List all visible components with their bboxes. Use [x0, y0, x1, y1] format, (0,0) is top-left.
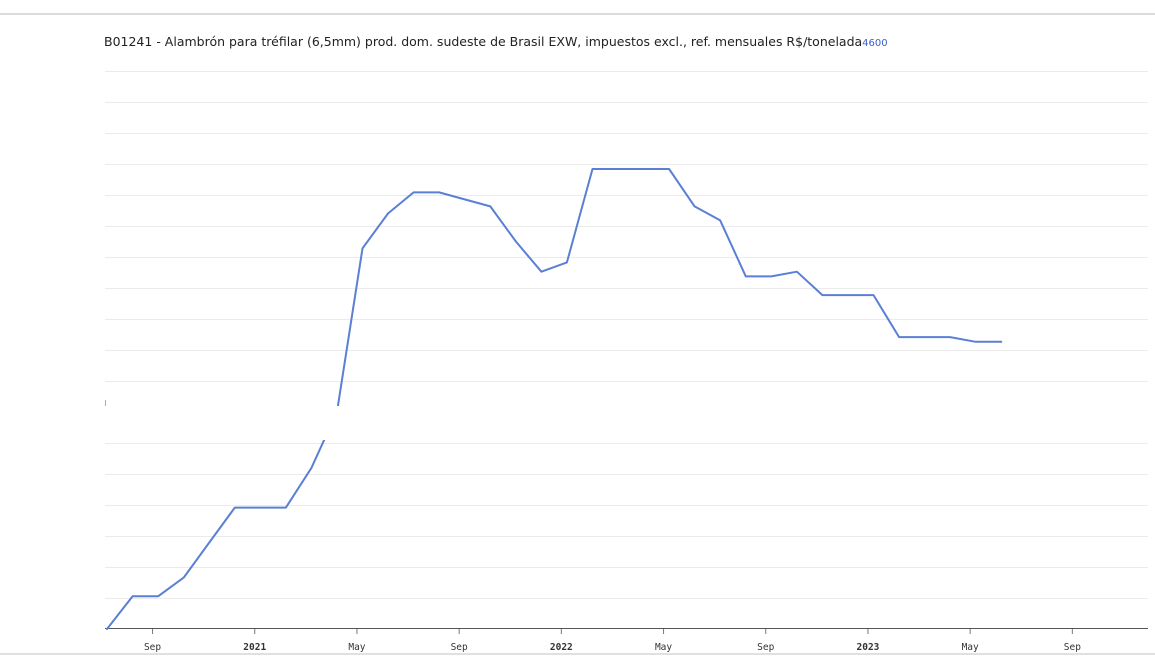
data-point [386, 211, 390, 215]
x-tick-layer: Sep 2021 May Sep 2022 May Sep 2023 May Sep [144, 629, 1081, 653]
grid-layer [105, 71, 1148, 599]
render-gap [300, 432, 340, 440]
data-point [923, 335, 927, 339]
chart-title: B01241 - Alambrón para tréfilar (6,5mm) … [104, 34, 888, 49]
data-point [846, 293, 850, 297]
data-point [769, 274, 773, 278]
data-point [591, 167, 595, 171]
data-point [514, 239, 518, 243]
data-point [565, 260, 569, 264]
x-tick-label: May [962, 642, 979, 653]
data-point [412, 190, 416, 194]
chart-title-value: 4600 [862, 38, 887, 49]
data-point [105, 627, 109, 631]
data-point [642, 167, 646, 171]
data-point [156, 594, 160, 598]
data-point [744, 274, 748, 278]
data-point [795, 270, 799, 274]
data-point [820, 293, 824, 297]
data-point [361, 246, 365, 250]
data-point [309, 466, 313, 470]
x-tick-label: May [348, 642, 365, 653]
data-point [258, 506, 262, 510]
series-line [106, 168, 1003, 630]
data-point [872, 293, 876, 297]
data-point [974, 340, 978, 344]
data-point [667, 167, 671, 171]
data-point [437, 190, 441, 194]
data-point [897, 335, 901, 339]
x-tick-label: 2021 [243, 642, 266, 653]
x-tick-label: 2023 [857, 642, 880, 653]
x-tick-label: 2022 [550, 642, 573, 653]
data-point [488, 204, 492, 208]
x-tick-label: May [655, 642, 672, 653]
chart-title-text: B01241 - Alambrón para tréfilar (6,5mm) … [104, 34, 862, 49]
data-point [233, 506, 237, 510]
x-tick-label: Sep [144, 642, 161, 653]
data-point [539, 270, 543, 274]
data-point [207, 541, 211, 545]
data-point [131, 594, 135, 598]
x-tick-label: Sep [757, 642, 774, 653]
data-point [284, 506, 288, 510]
data-point [616, 167, 620, 171]
render-gap [105, 406, 1148, 432]
data-point [463, 197, 467, 201]
data-point [948, 335, 952, 339]
x-tick-label: Sep [451, 642, 468, 653]
point-layer [105, 167, 1003, 631]
data-point [999, 340, 1003, 344]
data-point [693, 204, 697, 208]
data-point [182, 576, 186, 580]
data-point [718, 218, 722, 222]
x-tick-label: Sep [1064, 642, 1081, 653]
